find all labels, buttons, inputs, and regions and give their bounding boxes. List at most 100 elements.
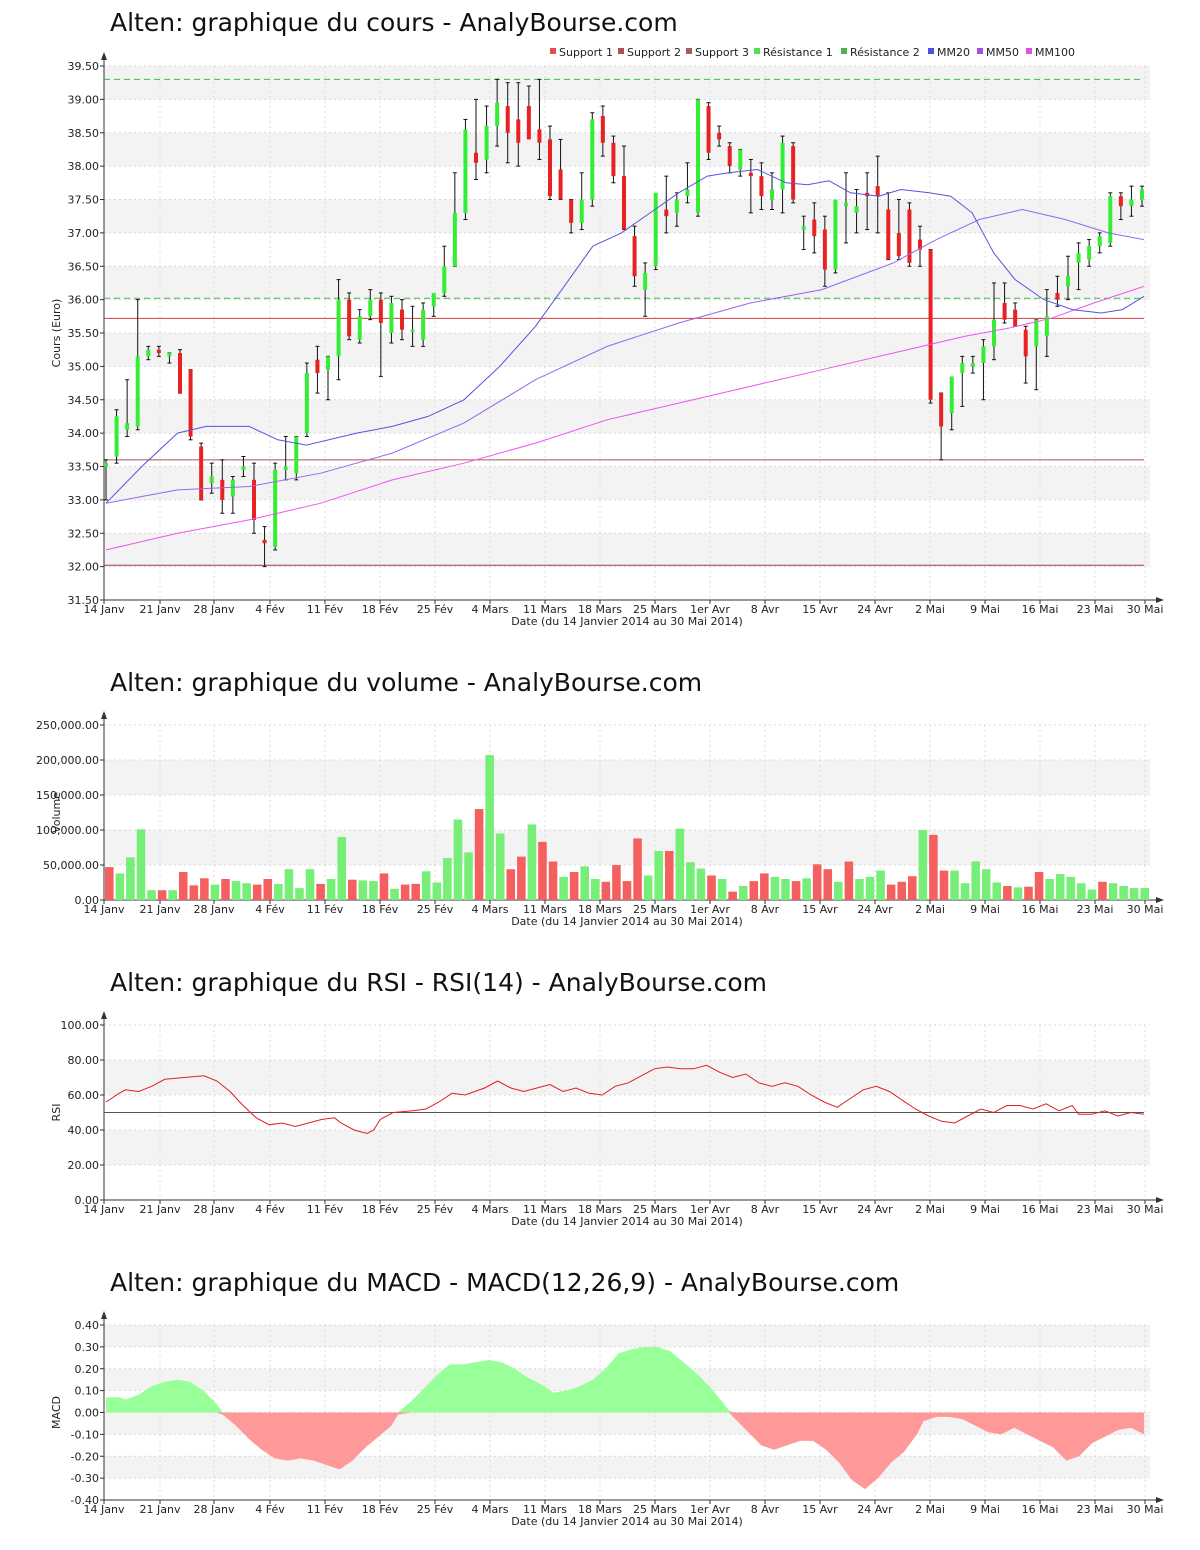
rsi-x-axis-label: Date (du 14 Janvier 2014 au 30 Mai 2014) (511, 1215, 743, 1228)
candle-body (579, 199, 584, 223)
candle-body (674, 199, 679, 213)
volume-bar (274, 883, 283, 900)
candle-body (1013, 309, 1018, 327)
volume-xtick-label: 28 Janv (194, 903, 235, 916)
price-grid-band (104, 333, 1150, 367)
macd-xtick-label: 2 Mai (915, 1503, 945, 1516)
volume-bar (548, 861, 558, 900)
volume-bar (897, 881, 906, 900)
volume-x-axis-arrow (1156, 897, 1164, 903)
volume-bar (252, 884, 262, 900)
candle-body (273, 469, 278, 547)
rsi-ytick-label: 20.00 (68, 1159, 100, 1172)
candle-body (854, 206, 859, 213)
rsi-xtick-label: 2 Mai (915, 1203, 945, 1216)
legend-label: Support 1 (559, 46, 613, 59)
candle-body (664, 209, 669, 217)
macd-ytick-label: -0.30 (71, 1472, 99, 1485)
candle-body (1066, 276, 1070, 287)
candle-body (230, 479, 235, 497)
rsi-ytick-label: 40.00 (68, 1124, 100, 1137)
rsi-xtick-label: 11 Fév (307, 1203, 344, 1216)
price-ytick-label: 39.00 (68, 93, 100, 106)
volume-bar (580, 866, 590, 900)
price-grid-band (104, 466, 1150, 500)
legend-swatch (1026, 48, 1032, 54)
volume-bar (791, 881, 801, 900)
macd-ytick-label: 0.40 (75, 1319, 100, 1332)
volume-bar (1013, 887, 1023, 900)
rsi-xtick-label: 8 Avr (751, 1203, 780, 1216)
volume-bar (992, 882, 1002, 900)
legend-label: Support 2 (627, 46, 681, 59)
rsi-ytick-label: 100.00 (61, 1019, 100, 1032)
volume-bar (432, 882, 442, 900)
rsi-chart-panel: Alten: graphique du RSI - RSI(14) - Anal… (0, 960, 1200, 1250)
volume-bar (305, 869, 315, 900)
volume-bar (326, 879, 336, 900)
macd-xtick-label: 9 Mai (970, 1503, 1000, 1516)
price-xtick-label: 11 Fév (307, 603, 344, 616)
volume-bar (939, 870, 949, 900)
macd-xtick-label: 15 Avr (802, 1503, 838, 1516)
candle-body (1034, 319, 1039, 347)
candle-body (886, 209, 891, 260)
candle-body (442, 266, 447, 293)
price-grid-band (104, 399, 1150, 434)
macd-xtick-label: 1er Avr (690, 1503, 730, 1516)
candle-body (1087, 246, 1092, 260)
volume-bar (971, 861, 980, 900)
macd-chart-panel: Alten: graphique du MACD - MACD(12,26,9)… (0, 1260, 1200, 1550)
price-y-axis-arrow (101, 52, 107, 60)
candle-body (146, 349, 151, 357)
candle-body (304, 373, 309, 434)
price-x-axis-arrow (1156, 597, 1164, 603)
legend-label: MM20 (937, 46, 970, 59)
price-xtick-label: 8 Avr (751, 603, 780, 616)
price-xtick-label: 1er Avr (690, 603, 730, 616)
volume-bar (178, 872, 188, 900)
volume-bar (517, 856, 526, 900)
volume-xtick-label: 8 Avr (751, 903, 780, 916)
volume-bar (295, 888, 304, 900)
price-xtick-label: 11 Mars (523, 603, 567, 616)
candle-body (484, 126, 489, 160)
volume-bar (929, 834, 938, 900)
macd-y-axis-arrow (101, 1311, 107, 1319)
macd-xtick-label: 25 Mars (633, 1503, 677, 1516)
candle-body (135, 356, 140, 427)
candle-body (727, 146, 732, 167)
candle-body (632, 236, 637, 277)
volume-bar (760, 873, 769, 900)
price-xtick-label: 4 Mars (472, 603, 509, 616)
rsi-xtick-label: 14 Janv (84, 1203, 125, 1216)
candle-body (949, 376, 954, 414)
candle-body (178, 353, 182, 394)
rsi-xtick-label: 9 Mai (970, 1203, 1000, 1216)
legend-label: MM50 (986, 46, 1019, 59)
volume-bar (136, 829, 146, 900)
candle-body (400, 309, 404, 330)
candle-body (104, 463, 108, 467)
candle-body (1129, 199, 1134, 207)
candle-body (780, 142, 785, 190)
candle-body (653, 192, 658, 267)
candle-body (431, 292, 436, 307)
candle-body (928, 249, 933, 400)
price-ytick-label: 32.00 (68, 561, 100, 574)
price-ytick-label: 35.50 (68, 327, 100, 340)
candle-body (114, 416, 119, 457)
volume-bar (358, 880, 368, 900)
volume-bar (1087, 889, 1097, 900)
volume-ytick-label: 0.00 (75, 894, 100, 907)
candle-body (357, 316, 362, 340)
candle-body (421, 309, 426, 340)
volume-bar (443, 858, 452, 900)
volume-bar (379, 873, 389, 900)
price-ytick-label: 33.00 (68, 494, 100, 507)
macd-xtick-label: 16 Mai (1022, 1503, 1059, 1516)
candle-body (389, 302, 394, 333)
volume-bar (591, 879, 600, 900)
price-ytick-label: 33.50 (68, 461, 100, 474)
candle-body (970, 363, 975, 367)
